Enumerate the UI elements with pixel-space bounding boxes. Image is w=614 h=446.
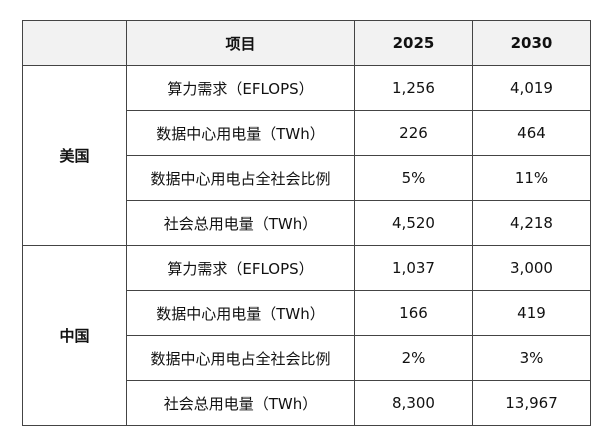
value-2025-cell: 4,520 [354,200,473,246]
table-row: 美国 算力需求（EFLOPS） 1,256 4,019 [22,65,591,246]
header-year-2025: 2025 [354,20,473,66]
item-cell: 社会总用电量（TWh） [126,200,355,246]
value-2025-cell: 5% [354,155,473,201]
item-cell: 社会总用电量（TWh） [126,380,355,426]
header-row: 项目 2025 2030 [22,20,591,66]
item-cell: 数据中心用电占全社会比例 [126,155,355,201]
item-cell: 数据中心用电量（TWh） [126,110,355,156]
table-row: 社会总用电量（TWh） 8,300 13,967 [23,380,591,426]
table-row: 数据中心用电量（TWh） 226 464 [23,110,591,156]
value-2030-cell: 4,218 [472,200,591,246]
region-cell-usa: 美国 [22,65,127,246]
table-row: 数据中心用电占全社会比例 5% 11% [23,155,591,201]
value-2025-cell: 1,037 [354,245,473,291]
value-2030-cell: 464 [472,110,591,156]
table-row: 社会总用电量（TWh） 4,520 4,218 [23,200,591,246]
table-row: 数据中心用电量（TWh） 166 419 [23,290,591,336]
value-2025-cell: 8,300 [354,380,473,426]
header-item: 项目 [126,20,355,66]
comparison-table: 项目 2025 2030 美国 算力需求（EFLOPS） 1,256 4,019… [22,20,591,426]
item-cell: 数据中心用电占全社会比例 [126,335,355,381]
table-row: 数据中心用电占全社会比例 2% 3% [23,335,591,381]
item-cell: 数据中心用电量（TWh） [126,290,355,336]
value-2030-cell: 13,967 [472,380,591,426]
value-2025-cell: 1,256 [354,65,473,111]
value-2030-cell: 4,019 [472,65,591,111]
header-blank-cell [22,20,127,66]
value-2025-cell: 2% [354,335,473,381]
value-2025-cell: 226 [354,110,473,156]
item-cell: 算力需求（EFLOPS） [126,245,355,291]
region-cell-china: 中国 [22,245,127,426]
value-2025-cell: 166 [354,290,473,336]
value-2030-cell: 11% [472,155,591,201]
value-2030-cell: 3% [472,335,591,381]
value-2030-cell: 419 [472,290,591,336]
table-row: 中国 算力需求（EFLOPS） 1,037 3,000 [22,245,591,426]
item-cell: 算力需求（EFLOPS） [126,65,355,111]
header-year-2030: 2030 [472,20,591,66]
value-2030-cell: 3,000 [472,245,591,291]
